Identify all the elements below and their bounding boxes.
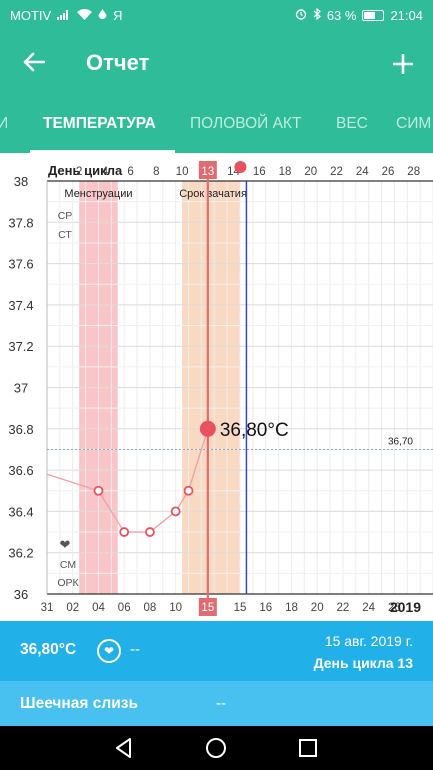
date-tick: 20 — [311, 602, 324, 614]
y-tick: 36.4 — [8, 504, 33, 519]
nav-recents-icon[interactable] — [296, 736, 320, 760]
selected-date-badge — [198, 598, 217, 616]
status-extra: Я — [113, 7, 123, 23]
system-nav-bar — [0, 726, 433, 770]
date-tick: 08 — [144, 602, 157, 614]
battery-percent: 63 % — [326, 7, 357, 23]
y-tick: 36.8 — [8, 422, 33, 437]
y-tick: 36 — [14, 587, 28, 602]
cycle-day-tick: 20 — [304, 166, 317, 178]
y-tick: 37 — [14, 381, 28, 396]
selected-temperature-point — [199, 420, 216, 437]
date-tick: 16 — [259, 602, 272, 614]
cycle-day-tick: 2 — [76, 166, 82, 178]
selected-cycle-day-badge — [198, 161, 217, 179]
carrier-name: MOTIV — [10, 7, 52, 23]
date-tick: 24 — [362, 602, 375, 614]
page-title: Отчет — [86, 49, 150, 75]
temperature-point — [93, 485, 104, 496]
cycle-day-tick: 24 — [356, 166, 369, 178]
y-tick: 37.4 — [8, 298, 33, 313]
nav-home-icon[interactable] — [204, 736, 228, 760]
clock: 21:04 — [390, 7, 423, 23]
left-marker-label: ОРК — [57, 577, 79, 589]
arrow-left-icon[interactable] — [0, 48, 68, 78]
selected-cycle-day: 13 — [201, 166, 214, 178]
cervical-mucus-label: Шеечная слизь — [20, 695, 138, 712]
day-info-panel[interactable]: 36,80°C ❤ -- 15 авг. 2019 г. День цикла … — [0, 621, 433, 681]
app-bar: Отчет — [0, 30, 433, 95]
coverline-label: 36,70 — [388, 436, 413, 447]
temperature-point — [145, 527, 155, 537]
cervical-mucus-value: -- — [216, 695, 226, 712]
cycle-day-tick: 16 — [253, 166, 266, 178]
cycle-day-tick: 4 — [102, 166, 109, 178]
year-label: 2019 — [390, 599, 421, 615]
date-tick: 22 — [337, 602, 350, 614]
cervical-mucus-row[interactable]: Шеечная слизь -- — [0, 681, 433, 726]
cycle-day-tick: 22 — [330, 166, 343, 178]
tab-symptoms[interactable]: СИМ — [396, 115, 432, 132]
tab-indicator — [30, 150, 175, 153]
tab-partial-left[interactable]: ИИ — [0, 115, 9, 132]
left-marker-label: СТ — [58, 229, 72, 241]
cycle-day-tick: 18 — [279, 166, 292, 178]
left-marker-label: СР — [58, 210, 73, 222]
signal-icon — [57, 8, 71, 23]
selected-temperature: 36,80°C — [20, 641, 77, 658]
selected-temperature-label: 36,80°C — [220, 420, 289, 441]
cycle-day-tick: 10 — [176, 166, 189, 178]
cycle-day-tick: 26 — [382, 166, 395, 178]
menstruation-label: Менструации — [64, 188, 132, 200]
cycle-day-tick: 28 — [407, 166, 420, 178]
cycle-day-tick: 6 — [127, 166, 133, 178]
heart-icon: ❤ — [97, 639, 121, 663]
tab-intercourse[interactable]: ПОЛОВОЙ АКТ — [190, 115, 302, 132]
y-tick: 37.6 — [8, 257, 33, 272]
date-tick: 31 — [41, 602, 54, 614]
cycle-day-axis-label: День цикла — [48, 163, 123, 178]
temperature-point — [170, 506, 181, 517]
y-tick: 36.2 — [8, 546, 33, 561]
y-tick: 37.8 — [8, 215, 33, 230]
ovulation-dot-icon — [234, 161, 247, 173]
date-tick: 18 — [285, 602, 298, 614]
bluetooth-icon — [313, 7, 321, 23]
tab-bar: ИИ ТЕМПЕРАТУРА ПОЛОВОЙ АКТ ВЕС СИМ — [0, 95, 433, 153]
y-tick: 37.2 — [8, 339, 33, 354]
left-marker-label: СМ — [60, 559, 76, 571]
date-tick: 04 — [92, 602, 105, 614]
selected-date: 15 — [201, 602, 214, 614]
y-tick: 36.6 — [8, 463, 33, 478]
tab-temperature[interactable]: ТЕМПЕРАТУРА — [43, 115, 156, 132]
battery-icon — [362, 9, 385, 21]
selected-cycle-day: День цикла 13 — [313, 655, 413, 671]
status-bar: MOTIV Я 63 % 21:04 — [0, 0, 433, 30]
cycle-day-tick: 8 — [153, 166, 159, 178]
tab-weight[interactable]: ВЕС — [336, 115, 368, 132]
date-tick: 10 — [169, 602, 182, 614]
nav-back-icon[interactable] — [112, 736, 136, 760]
drop-icon — [98, 8, 107, 23]
heart-icon: ❤ — [60, 538, 71, 553]
selected-date: 15 авг. 2019 г. — [324, 633, 413, 649]
date-tick: 15 — [234, 602, 247, 614]
fertile-window-label: Срок зачатия — [179, 188, 247, 200]
alarm-icon — [295, 8, 307, 23]
date-tick: 02 — [66, 602, 79, 614]
y-tick: 38 — [14, 174, 28, 189]
plus-icon[interactable] — [373, 46, 433, 80]
temperature-chart[interactable]: Менструации Срок зачатия День цикла 2 4 6 8 10… — [0, 153, 433, 620]
temperature-point — [119, 527, 130, 537]
wifi-icon — [77, 8, 93, 23]
date-tick: 06 — [118, 602, 131, 614]
intercourse-value: -- — [130, 641, 140, 658]
temperature-point — [183, 485, 194, 496]
date-tick: 26 — [388, 602, 401, 614]
